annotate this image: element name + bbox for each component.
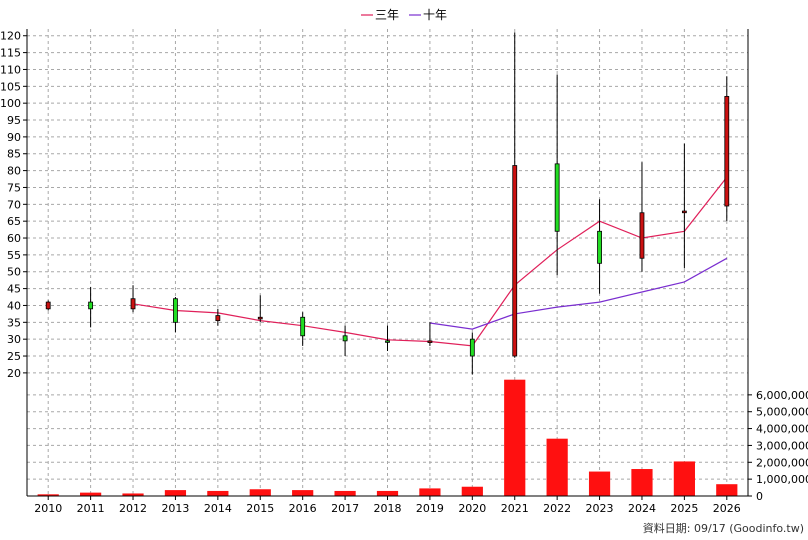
volume-bar (292, 490, 314, 496)
price-tick-label: 110 (0, 63, 21, 76)
volume-bar (588, 471, 611, 496)
price-tick-label: 95 (7, 114, 21, 127)
axes: 2025303540455055606570758085909510010511… (0, 29, 808, 515)
candle-body (173, 298, 178, 323)
volume-bar (546, 438, 568, 496)
candle-body (639, 212, 645, 259)
candle-body (215, 315, 221, 322)
x-tick-label: 2020 (458, 502, 486, 515)
price-tick-label: 105 (0, 80, 21, 93)
x-tick-label: 2011 (77, 502, 105, 515)
volume-bar (419, 488, 441, 496)
price-tick-label: 45 (7, 283, 21, 296)
candle-body (130, 298, 136, 310)
x-tick-label: 2026 (713, 502, 741, 515)
volume-bar (80, 492, 102, 496)
candle-body (724, 96, 730, 207)
price-tick-label: 85 (7, 148, 21, 161)
grid (27, 29, 748, 497)
price-tick-label: 75 (7, 181, 21, 194)
volume-tick-label: 5,000,000 (756, 406, 808, 419)
x-tick-label: 2010 (34, 502, 62, 515)
candle-body (469, 338, 475, 357)
price-tick-label: 40 (7, 299, 21, 312)
price-tick-label: 65 (7, 215, 21, 228)
volume-bar (376, 490, 399, 496)
price-tick-label: 115 (0, 47, 21, 60)
volume-tick-label: 6,000,000 (756, 389, 808, 402)
x-tick-label: 2016 (289, 502, 317, 515)
candle-body (45, 301, 51, 310)
candle-body (342, 335, 348, 342)
price-tick-label: 80 (7, 165, 21, 178)
volume-bar (631, 469, 653, 496)
x-tick-label: 2024 (628, 502, 656, 515)
volume-bar (207, 490, 229, 496)
price-tick-label: 70 (7, 198, 21, 211)
x-tick-label: 2025 (670, 502, 698, 515)
price-tick-label: 120 (0, 30, 21, 43)
volume-bar (122, 493, 144, 496)
volume-bars (37, 379, 738, 496)
volume-bar (461, 486, 483, 496)
price-tick-label: 50 (7, 266, 21, 279)
volume-bar (37, 494, 59, 496)
x-tick-label: 2019 (416, 502, 444, 515)
legend: 三年 十年 (361, 8, 447, 22)
x-tick-label: 2022 (543, 502, 571, 515)
candle-body (681, 210, 687, 214)
volume-bar (249, 489, 271, 496)
price-tick-label: 25 (7, 350, 21, 363)
candle-body (385, 340, 390, 343)
price-tick-label: 90 (7, 131, 21, 144)
x-tick-label: 2018 (374, 502, 402, 515)
x-tick-label: 2013 (161, 502, 189, 515)
candle-body (300, 316, 306, 337)
volume-bar (334, 490, 356, 496)
candle-body (554, 163, 560, 232)
candle-body (427, 340, 433, 343)
volume-tick-label: 2,000,000 (756, 456, 808, 469)
x-tick-label: 2023 (586, 502, 614, 515)
x-tick-label: 2021 (501, 502, 529, 515)
volume-bar (673, 461, 695, 496)
series-line-ten-year (429, 257, 728, 330)
volume-bar (504, 379, 526, 496)
volume-bar (716, 484, 738, 496)
candle-body (257, 316, 263, 320)
source-note: 資料日期: 09/17 (Goodinfo.tw) (643, 521, 804, 535)
price-tick-label: 20 (7, 367, 21, 380)
legend-label-ten-year: 十年 (423, 8, 447, 22)
volume-bar (164, 490, 187, 496)
price-tick-label: 100 (0, 97, 21, 110)
volume-tick-label: 3,000,000 (756, 439, 808, 452)
volume-tick-label: 4,000,000 (756, 423, 808, 436)
candles (45, 32, 730, 375)
candle-body (512, 165, 518, 357)
price-tick-label: 60 (7, 232, 21, 245)
x-tick-label: 2012 (119, 502, 147, 515)
x-tick-label: 2015 (246, 502, 274, 515)
volume-tick-label: 1,000,000 (756, 473, 808, 486)
volume-tick-label: 0 (756, 490, 763, 503)
x-tick-label: 2017 (331, 502, 359, 515)
price-tick-label: 55 (7, 249, 21, 262)
price-tick-label: 35 (7, 316, 21, 329)
candle-body (88, 301, 94, 310)
legend-label-three-year: 三年 (375, 8, 399, 22)
candle-body (597, 230, 602, 264)
price-tick-label: 30 (7, 333, 21, 346)
x-tick-label: 2014 (204, 502, 232, 515)
